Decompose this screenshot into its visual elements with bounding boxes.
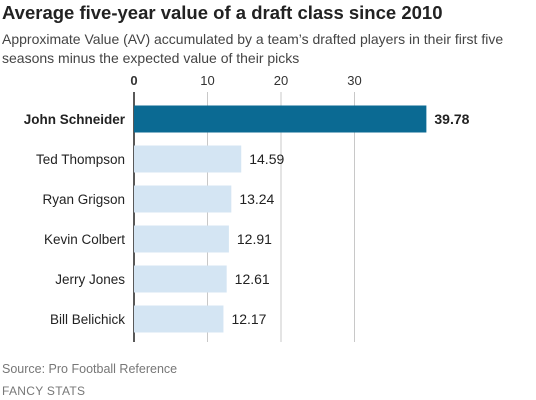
category-label: Ryan Grigson [42, 192, 125, 207]
value-label: 12.61 [235, 271, 270, 287]
value-label: 14.59 [249, 151, 284, 167]
value-label: 13.24 [239, 191, 274, 207]
category-label: Ted Thompson [36, 152, 125, 167]
x-tick-label: 0 [130, 73, 137, 88]
value-label: 39.78 [434, 111, 469, 127]
bar [134, 145, 242, 173]
credit-label: FANCY STATS [2, 384, 86, 398]
value-label: 12.91 [237, 231, 272, 247]
source-note: Source: Pro Football Reference [2, 362, 178, 376]
category-label: John Schneider [24, 112, 126, 127]
bar [134, 265, 227, 293]
value-label: 12.17 [231, 311, 266, 327]
category-label: Kevin Colbert [44, 232, 125, 247]
chart-subtitle: Approximate Value (AV) accumulated by a … [2, 31, 504, 66]
category-label: Jerry Jones [55, 272, 125, 287]
category-label: Bill Belichick [50, 312, 125, 327]
x-tick-label: 20 [274, 73, 288, 88]
bar [134, 225, 229, 253]
bar [134, 305, 224, 333]
bar [134, 105, 427, 133]
x-tick-label: 10 [200, 73, 214, 88]
chart-title: Average five-year value of a draft class… [2, 2, 443, 23]
bar [134, 185, 232, 213]
x-tick-label: 30 [347, 73, 361, 88]
